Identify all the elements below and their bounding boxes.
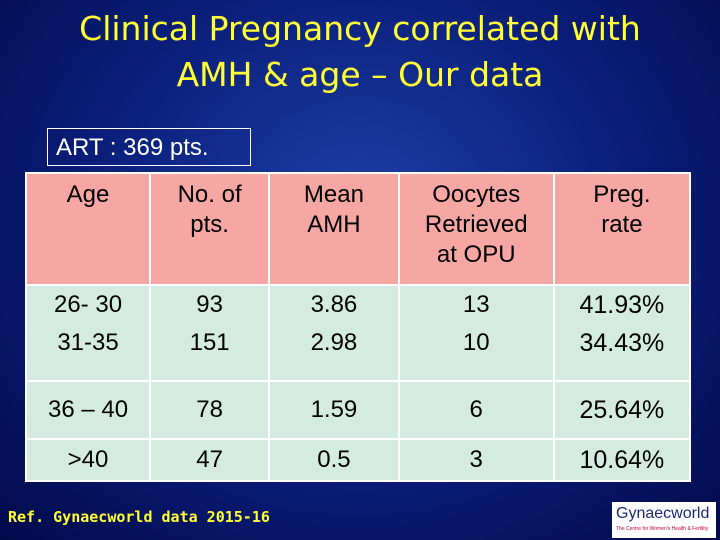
body-row: >40 47 0.5 3 10.64% xyxy=(24,438,692,482)
header-cell: Age xyxy=(24,172,152,286)
header-text: Mean xyxy=(303,181,364,208)
cell-text: 0.5 xyxy=(317,446,351,473)
cell-text: 151 xyxy=(189,329,230,356)
cell-text: 41.93% xyxy=(579,291,665,319)
cell: 25.64% xyxy=(552,380,692,440)
cell: 6 xyxy=(397,380,555,440)
summary-box: ART : 369 pts. xyxy=(47,128,251,166)
header-text: Retrieved xyxy=(424,211,528,238)
header-text: Oocytes xyxy=(432,181,521,208)
header-text: Preg. xyxy=(593,181,651,208)
data-table: Age No. of pts. Mean AMH Oocytes Retrieved at O… xyxy=(24,172,692,482)
header-cell: Oocytes Retrieved at OPU xyxy=(397,172,555,286)
cell-text: 78 xyxy=(196,396,223,423)
cell-text: >40 xyxy=(67,446,109,473)
cell-text: 93 xyxy=(196,291,223,318)
cell: 26- 30 31-35 xyxy=(24,284,152,382)
logo-tagline: The Centre for Women's Health & Fertilit… xyxy=(616,526,709,532)
header-text: at OPU xyxy=(436,241,516,268)
cell-text: 47 xyxy=(196,446,223,473)
cell-text: 36 – 40 xyxy=(47,396,129,423)
cell-text: 3 xyxy=(469,446,483,473)
header-text: AMH xyxy=(307,211,361,238)
title-line: AMH & age – Our data xyxy=(176,55,544,94)
header-cell: No. of pts. xyxy=(149,172,271,286)
header-text: rate xyxy=(601,211,643,238)
cell: 13 10 xyxy=(397,284,555,382)
header-text: pts. xyxy=(190,211,229,238)
cell: 47 xyxy=(149,438,271,482)
cell-text: 25.64% xyxy=(579,396,665,424)
cell-text: 34.43% xyxy=(579,329,665,357)
cell: 1.59 xyxy=(268,380,400,440)
title-line: Clinical Pregnancy correlated with xyxy=(79,9,641,48)
title: Clinical Pregnancy correlated with AMH & … xyxy=(0,6,720,98)
header-cell: Preg. rate xyxy=(552,172,692,286)
header-row: Age No. of pts. Mean AMH Oocytes Retrieved at O… xyxy=(24,172,692,286)
header-text: Age xyxy=(66,181,110,208)
body-row: 36 – 40 78 1.59 6 25.64% xyxy=(24,380,692,440)
header-text: No. of xyxy=(177,181,242,208)
cell-text: 10 xyxy=(462,329,490,356)
cell: 36 – 40 xyxy=(24,380,152,440)
cell: >40 xyxy=(24,438,152,482)
cell: 78 xyxy=(149,380,271,440)
logo-name: Gynaecworld xyxy=(616,505,710,522)
reference: Ref. Gynaecworld data 2015-16 xyxy=(8,508,270,526)
cell: 93 151 xyxy=(149,284,271,382)
cell: 10.64% xyxy=(552,438,692,482)
cell-text: 10.64% xyxy=(579,446,665,474)
logo: Gynaecworld The Centre for Women's Healt… xyxy=(612,502,716,538)
cell-text: 6 xyxy=(469,396,483,423)
cell: 41.93% 34.43% xyxy=(552,284,692,382)
cell-text: 31-35 xyxy=(57,329,119,356)
cell: 0.5 xyxy=(268,438,400,482)
cell-text: 2.98 xyxy=(310,329,358,356)
cell-text: 3.86 xyxy=(310,291,358,318)
cell-text: 26- 30 xyxy=(53,291,123,318)
cell-text: 1.59 xyxy=(310,396,358,423)
header-cell: Mean AMH xyxy=(268,172,400,286)
cell-text: 13 xyxy=(462,291,490,318)
cell: 3.86 2.98 xyxy=(268,284,400,382)
body-row: 26- 30 31-35 93 151 3.86 2.98 13 10 41.93% 34.43% xyxy=(24,284,692,382)
cell: 3 xyxy=(397,438,555,482)
